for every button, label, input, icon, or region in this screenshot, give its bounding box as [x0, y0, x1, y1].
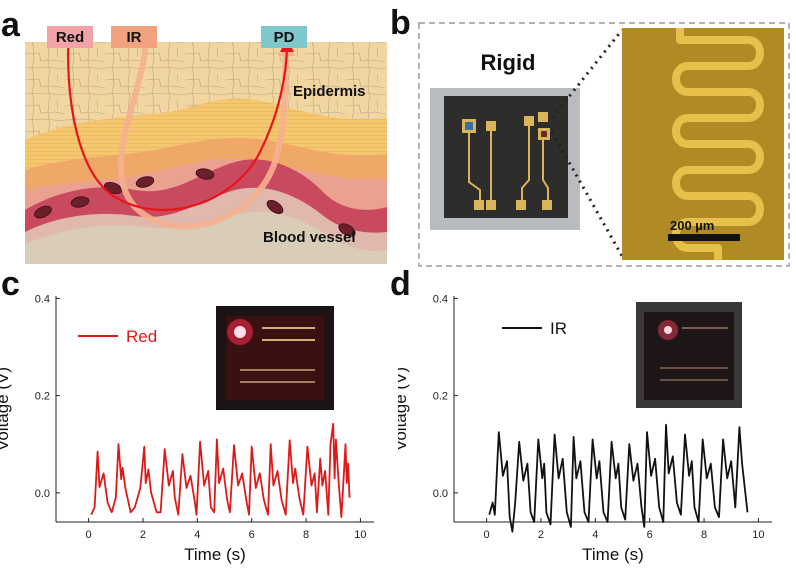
red-source-label: Red — [56, 29, 84, 46]
rigid-device-figure: Rigid 200 µm — [418, 22, 790, 267]
y-tick-label: 0.0 — [433, 488, 448, 500]
ir-led-photo — [636, 302, 742, 408]
y-axis-label: Voltage (V) — [0, 367, 12, 451]
red-voltage-chart: 0 2 4 6 8 10 0.0 0.2 0.4 Time (s) Voltage (V) Red — [0, 293, 374, 564]
ir-source-label-box — [111, 26, 157, 48]
x-tick-label: 0 — [86, 529, 92, 541]
panel-b-letter: b — [390, 4, 411, 42]
y-axis-label: Voltage (V) — [398, 367, 410, 451]
ir-voltage-chart: 0 2 4 6 8 10 0.0 0.2 0.4 Time (s) Voltage (V) IR — [398, 293, 772, 564]
x-tick-label: 4 — [194, 529, 200, 541]
series-line — [488, 423, 749, 533]
x-tick-label: 6 — [647, 529, 653, 541]
x-tick-label: 8 — [701, 529, 707, 541]
epidermis-label: Epidermis — [293, 83, 366, 100]
x-tick-label: 4 — [592, 529, 598, 541]
scale-bar-label: 200 µm — [670, 218, 714, 233]
pd-label-box — [261, 26, 307, 48]
y-tick-label: 0.4 — [433, 293, 448, 305]
panel-d-letter: d — [390, 265, 411, 303]
legend-label: Red — [126, 327, 157, 346]
y-tick-label: 0.2 — [433, 391, 448, 403]
device-plate — [644, 312, 734, 400]
x-axis-label: Time (s) — [582, 545, 644, 564]
y-tick-label: 0.0 — [35, 488, 50, 500]
series-line — [90, 422, 351, 519]
x-axis-label: Time (s) — [184, 545, 246, 564]
x-tick-label: 8 — [303, 529, 309, 541]
skin-illustration: Red IR PD Epidermis Blood vessel — [25, 26, 387, 264]
x-tick-label: 10 — [354, 529, 366, 541]
y-tick-label: 0.4 — [35, 293, 50, 305]
rigid-title: Rigid — [481, 50, 536, 75]
scale-bar — [668, 234, 740, 241]
blood-vessel-label: Blood vessel — [263, 229, 356, 246]
x-tick-label: 10 — [752, 529, 764, 541]
x-tick-label: 6 — [249, 529, 255, 541]
panel-c-letter: c — [1, 265, 20, 303]
legend-label: IR — [550, 319, 567, 338]
y-tick-label: 0.2 — [35, 391, 50, 403]
led-core — [234, 326, 246, 338]
x-tick-label: 0 — [484, 529, 490, 541]
pd-label: PD — [274, 29, 295, 46]
led-core — [664, 326, 672, 334]
ir-source-label: IR — [127, 29, 142, 46]
red-led-photo — [216, 306, 334, 410]
x-tick-label: 2 — [538, 529, 544, 541]
red-source-label-box — [47, 26, 93, 48]
panel-a-letter: a — [1, 6, 20, 44]
x-tick-label: 2 — [140, 529, 146, 541]
